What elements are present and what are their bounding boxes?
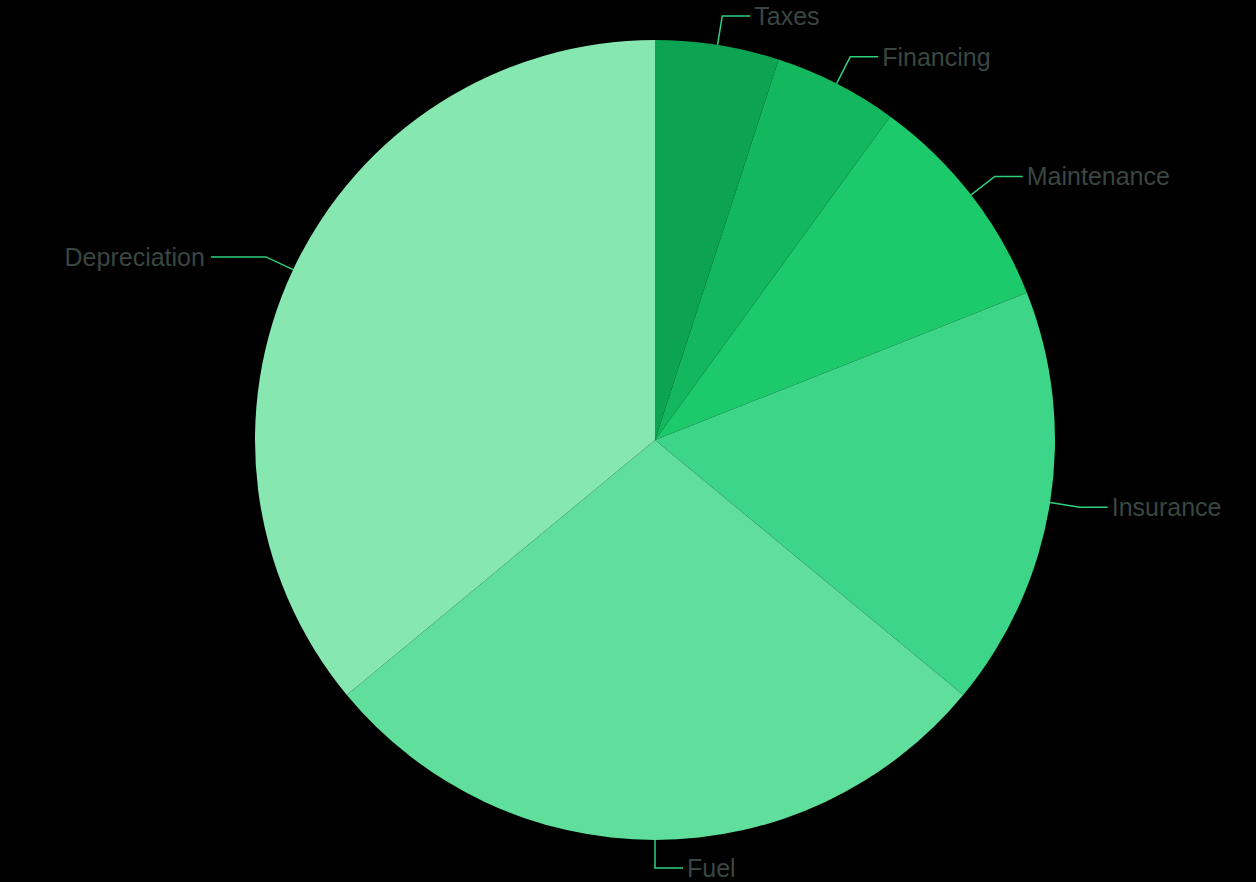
- slice-label: Maintenance: [1027, 162, 1170, 190]
- leader-line: [655, 840, 683, 868]
- slice-label: Taxes: [754, 2, 819, 30]
- pie-slice: [255, 40, 655, 695]
- leader-line: [1050, 503, 1108, 508]
- slice-label: Fuel: [687, 854, 736, 882]
- slice-label: Depreciation: [65, 243, 205, 271]
- slice-label: Financing: [882, 43, 990, 71]
- leader-line: [211, 257, 293, 270]
- leader-line: [837, 57, 879, 84]
- labels: Taxes Financing Maintenance Insurance Fuel De…: [65, 2, 1222, 882]
- slice-label: Insurance: [1112, 493, 1222, 521]
- slices: [255, 40, 1055, 840]
- chart-canvas: Taxes Financing Maintenance Insurance Fuel De…: [0, 0, 1256, 882]
- leader-line: [971, 176, 1023, 194]
- leader-line: [718, 16, 751, 45]
